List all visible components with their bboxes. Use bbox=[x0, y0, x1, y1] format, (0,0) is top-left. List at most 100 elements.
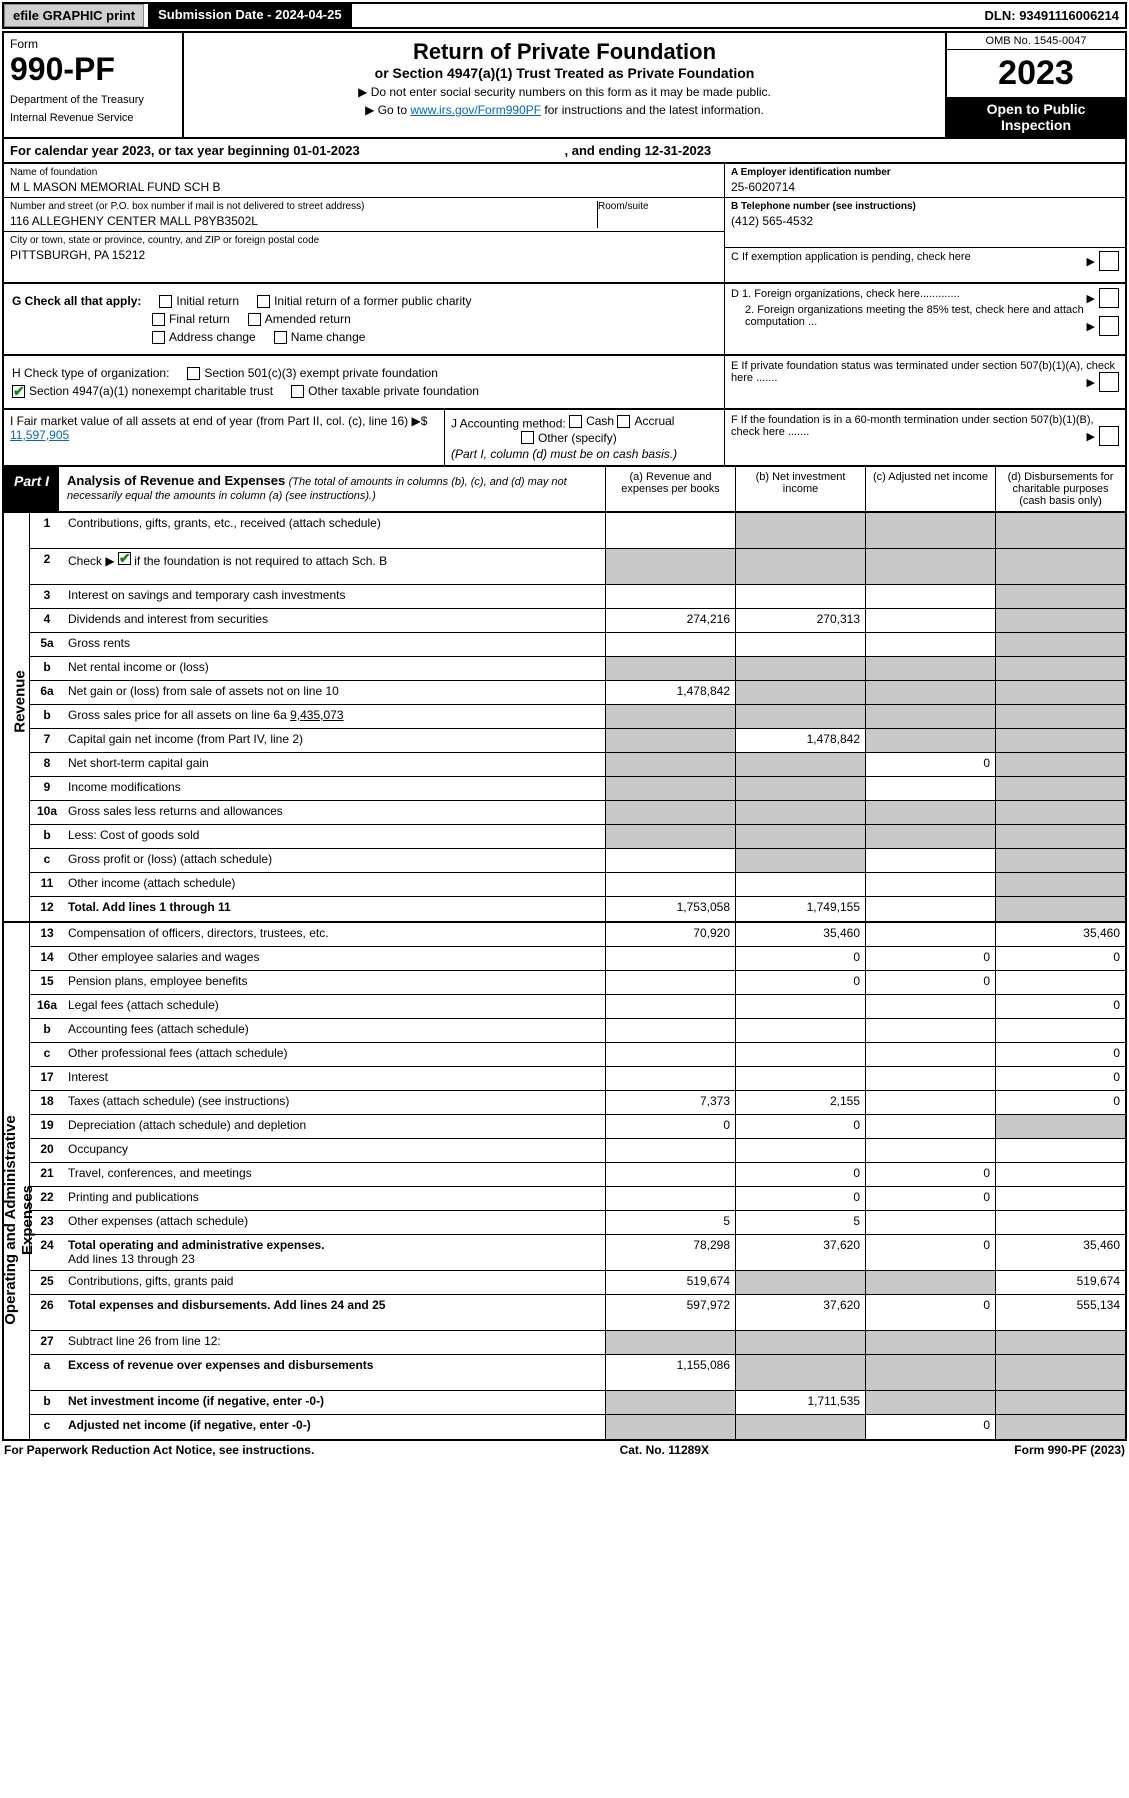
g-name-checkbox[interactable] bbox=[274, 331, 287, 344]
j-label: J Accounting method: bbox=[451, 417, 566, 431]
g-initial-pub-label: Initial return of a former public charit… bbox=[274, 294, 471, 308]
r14-d: 0 bbox=[995, 947, 1125, 970]
g-final-checkbox[interactable] bbox=[152, 313, 165, 326]
revenue-side-label: Revenue bbox=[4, 513, 30, 921]
r8-desc: Net short-term capital gain bbox=[64, 753, 605, 776]
h-4947-checkbox[interactable] bbox=[12, 385, 25, 398]
addr-label: Number and street (or P.O. box number if… bbox=[10, 201, 597, 212]
open-public: Open to Public Inspection bbox=[947, 97, 1125, 137]
r24-c: 0 bbox=[865, 1235, 995, 1270]
telephone: (412) 565-4532 bbox=[731, 212, 1119, 228]
r21-desc: Travel, conferences, and meetings bbox=[64, 1163, 605, 1186]
top-bar: efile GRAPHIC print Submission Date - 20… bbox=[2, 2, 1127, 29]
r27-desc: Subtract line 26 from line 12: bbox=[64, 1331, 605, 1354]
r26-desc: Total expenses and disbursements. Add li… bbox=[64, 1295, 605, 1330]
j-cash-checkbox[interactable] bbox=[569, 415, 582, 428]
i-value[interactable]: 11,597,905 bbox=[10, 428, 69, 442]
arrow-icon: ▶ bbox=[1087, 320, 1095, 333]
h-501c3-checkbox[interactable] bbox=[187, 367, 200, 380]
g-label: G Check all that apply: bbox=[12, 294, 141, 308]
col-b-header: (b) Net investment income bbox=[735, 467, 865, 511]
d2-checkbox[interactable] bbox=[1099, 316, 1119, 336]
g-addr-checkbox[interactable] bbox=[152, 331, 165, 344]
d1-checkbox[interactable] bbox=[1099, 288, 1119, 308]
expense-side-label: Operating and Administrative Expenses bbox=[4, 923, 30, 1439]
f-label: F If the foundation is in a 60-month ter… bbox=[731, 414, 1094, 438]
r9-desc: Income modifications bbox=[64, 777, 605, 800]
h-other-checkbox[interactable] bbox=[291, 385, 304, 398]
g-name-label: Name change bbox=[291, 330, 366, 344]
form-word: Form bbox=[10, 37, 176, 51]
r27c-c: 0 bbox=[865, 1415, 995, 1439]
h-check-block: H Check type of organization: Section 50… bbox=[2, 356, 1127, 410]
foundation-name: M L MASON MEMORIAL FUND SCH B bbox=[10, 178, 718, 194]
i-j-block: I Fair market value of all assets at end… bbox=[2, 410, 1127, 467]
r13-a: 70,920 bbox=[605, 923, 735, 946]
r26-c: 0 bbox=[865, 1295, 995, 1330]
r26-a: 597,972 bbox=[605, 1295, 735, 1330]
part1-header: Part I Analysis of Revenue and Expenses … bbox=[2, 467, 1127, 513]
form-title-block: Return of Private Foundation or Section … bbox=[184, 33, 945, 137]
r8-c: 0 bbox=[865, 753, 995, 776]
r22-c: 0 bbox=[865, 1187, 995, 1210]
r15-b: 0 bbox=[735, 971, 865, 994]
r23-desc: Other expenses (attach schedule) bbox=[64, 1211, 605, 1234]
g-amended-checkbox[interactable] bbox=[248, 313, 261, 326]
name-label: Name of foundation bbox=[10, 167, 718, 178]
g-initial-checkbox[interactable] bbox=[159, 295, 172, 308]
r18-b: 2,155 bbox=[735, 1091, 865, 1114]
room-label: Room/suite bbox=[598, 201, 718, 212]
r13-b: 35,460 bbox=[735, 923, 865, 946]
j-other-label: Other (specify) bbox=[538, 431, 617, 445]
j-accrual-checkbox[interactable] bbox=[617, 415, 630, 428]
entity-block: Name of foundation M L MASON MEMORIAL FU… bbox=[2, 164, 1127, 284]
r23-a: 5 bbox=[605, 1211, 735, 1234]
ein-label: A Employer identification number bbox=[731, 167, 1119, 178]
omb-number: OMB No. 1545-0047 bbox=[947, 33, 1125, 50]
r6b-val: 9,435,073 bbox=[290, 708, 343, 722]
f-checkbox[interactable] bbox=[1099, 426, 1119, 446]
r2-checkbox[interactable] bbox=[118, 552, 131, 565]
tel-label: B Telephone number (see instructions) bbox=[731, 201, 1119, 212]
g-initial-pub-checkbox[interactable] bbox=[257, 295, 270, 308]
form-year-block: OMB No. 1545-0047 2023 Open to Public In… bbox=[945, 33, 1125, 137]
calendar-year-row: For calendar year 2023, or tax year begi… bbox=[2, 139, 1127, 164]
r27c-desc: Adjusted net income (if negative, enter … bbox=[64, 1415, 605, 1439]
r17-desc: Interest bbox=[64, 1067, 605, 1090]
top-bar-left: efile GRAPHIC print Submission Date - 20… bbox=[4, 4, 352, 27]
part1-label: Part I bbox=[4, 467, 59, 511]
tax-year: 2023 bbox=[947, 50, 1125, 97]
c-checkbox[interactable] bbox=[1099, 251, 1119, 271]
h-other-label: Other taxable private foundation bbox=[308, 384, 479, 398]
irs-link[interactable]: www.irs.gov/Form990PF bbox=[410, 103, 541, 117]
r3-desc: Interest on savings and temporary cash i… bbox=[64, 585, 605, 608]
dept-treasury: Department of the Treasury bbox=[10, 94, 176, 106]
e-label: E If private foundation status was termi… bbox=[731, 360, 1115, 384]
r22-desc: Printing and publications bbox=[64, 1187, 605, 1210]
r19-a: 0 bbox=[605, 1115, 735, 1138]
g-addr-label: Address change bbox=[169, 330, 256, 344]
r5a-desc: Gross rents bbox=[64, 633, 605, 656]
r7-b: 1,478,842 bbox=[735, 729, 865, 752]
j-other-checkbox[interactable] bbox=[521, 431, 534, 444]
r19-b: 0 bbox=[735, 1115, 865, 1138]
r25-d: 519,674 bbox=[995, 1271, 1125, 1294]
r24-desc: Total operating and administrative expen… bbox=[64, 1235, 605, 1270]
r27a-a: 1,155,086 bbox=[605, 1355, 735, 1390]
e-checkbox[interactable] bbox=[1099, 372, 1119, 392]
r6a-a: 1,478,842 bbox=[605, 681, 735, 704]
r24-d: 35,460 bbox=[995, 1235, 1125, 1270]
r18-desc: Taxes (attach schedule) (see instruction… bbox=[64, 1091, 605, 1114]
r18-a: 7,373 bbox=[605, 1091, 735, 1114]
expense-table: Operating and Administrative Expenses 13… bbox=[2, 923, 1127, 1441]
r1-desc: Contributions, gifts, grants, etc., rece… bbox=[64, 513, 605, 548]
g-initial-label: Initial return bbox=[176, 294, 239, 308]
r16a-d: 0 bbox=[995, 995, 1125, 1018]
cal-year-end: , and ending 12-31-2023 bbox=[565, 143, 1120, 158]
r12-b: 1,749,155 bbox=[735, 897, 865, 921]
r5b-desc: Net rental income or (loss) bbox=[64, 657, 605, 680]
g-check-block: G Check all that apply: Initial return I… bbox=[2, 284, 1127, 356]
efile-print-button[interactable]: efile GRAPHIC print bbox=[4, 4, 144, 27]
arrow-icon: ▶ bbox=[1087, 376, 1095, 389]
h-label: H Check type of organization: bbox=[12, 366, 169, 380]
